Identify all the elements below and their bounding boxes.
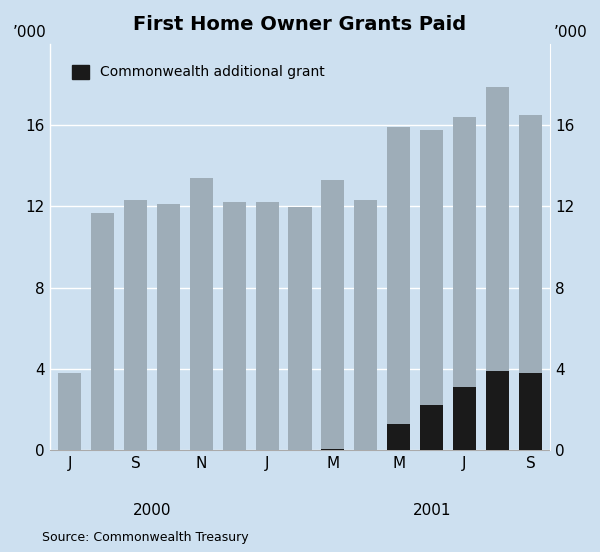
Bar	[124, 200, 147, 450]
Bar	[519, 115, 542, 373]
Title: First Home Owner Grants Paid: First Home Owner Grants Paid	[133, 15, 467, 34]
Bar	[453, 387, 476, 450]
Text: Source: Commonwealth Treasury: Source: Commonwealth Treasury	[42, 530, 248, 544]
Bar	[190, 178, 213, 450]
Bar	[157, 204, 180, 450]
Bar	[58, 373, 81, 450]
Bar	[289, 208, 311, 450]
Bar	[420, 130, 443, 406]
Bar	[486, 371, 509, 450]
Bar	[387, 127, 410, 424]
Bar	[223, 203, 245, 450]
Bar	[453, 117, 476, 387]
Bar	[256, 203, 278, 450]
Bar	[355, 200, 377, 450]
Bar	[322, 449, 344, 450]
Bar	[519, 373, 542, 450]
Bar	[387, 424, 410, 450]
Bar	[420, 406, 443, 450]
Text: 2000: 2000	[133, 503, 171, 518]
Text: 2001: 2001	[412, 503, 451, 518]
Bar	[322, 180, 344, 449]
Text: ’000: ’000	[13, 25, 46, 40]
Text: ’000: ’000	[554, 25, 587, 40]
Bar	[486, 87, 509, 371]
Bar	[91, 213, 114, 450]
Legend: Commonwealth additional grant: Commonwealth additional grant	[67, 59, 331, 85]
